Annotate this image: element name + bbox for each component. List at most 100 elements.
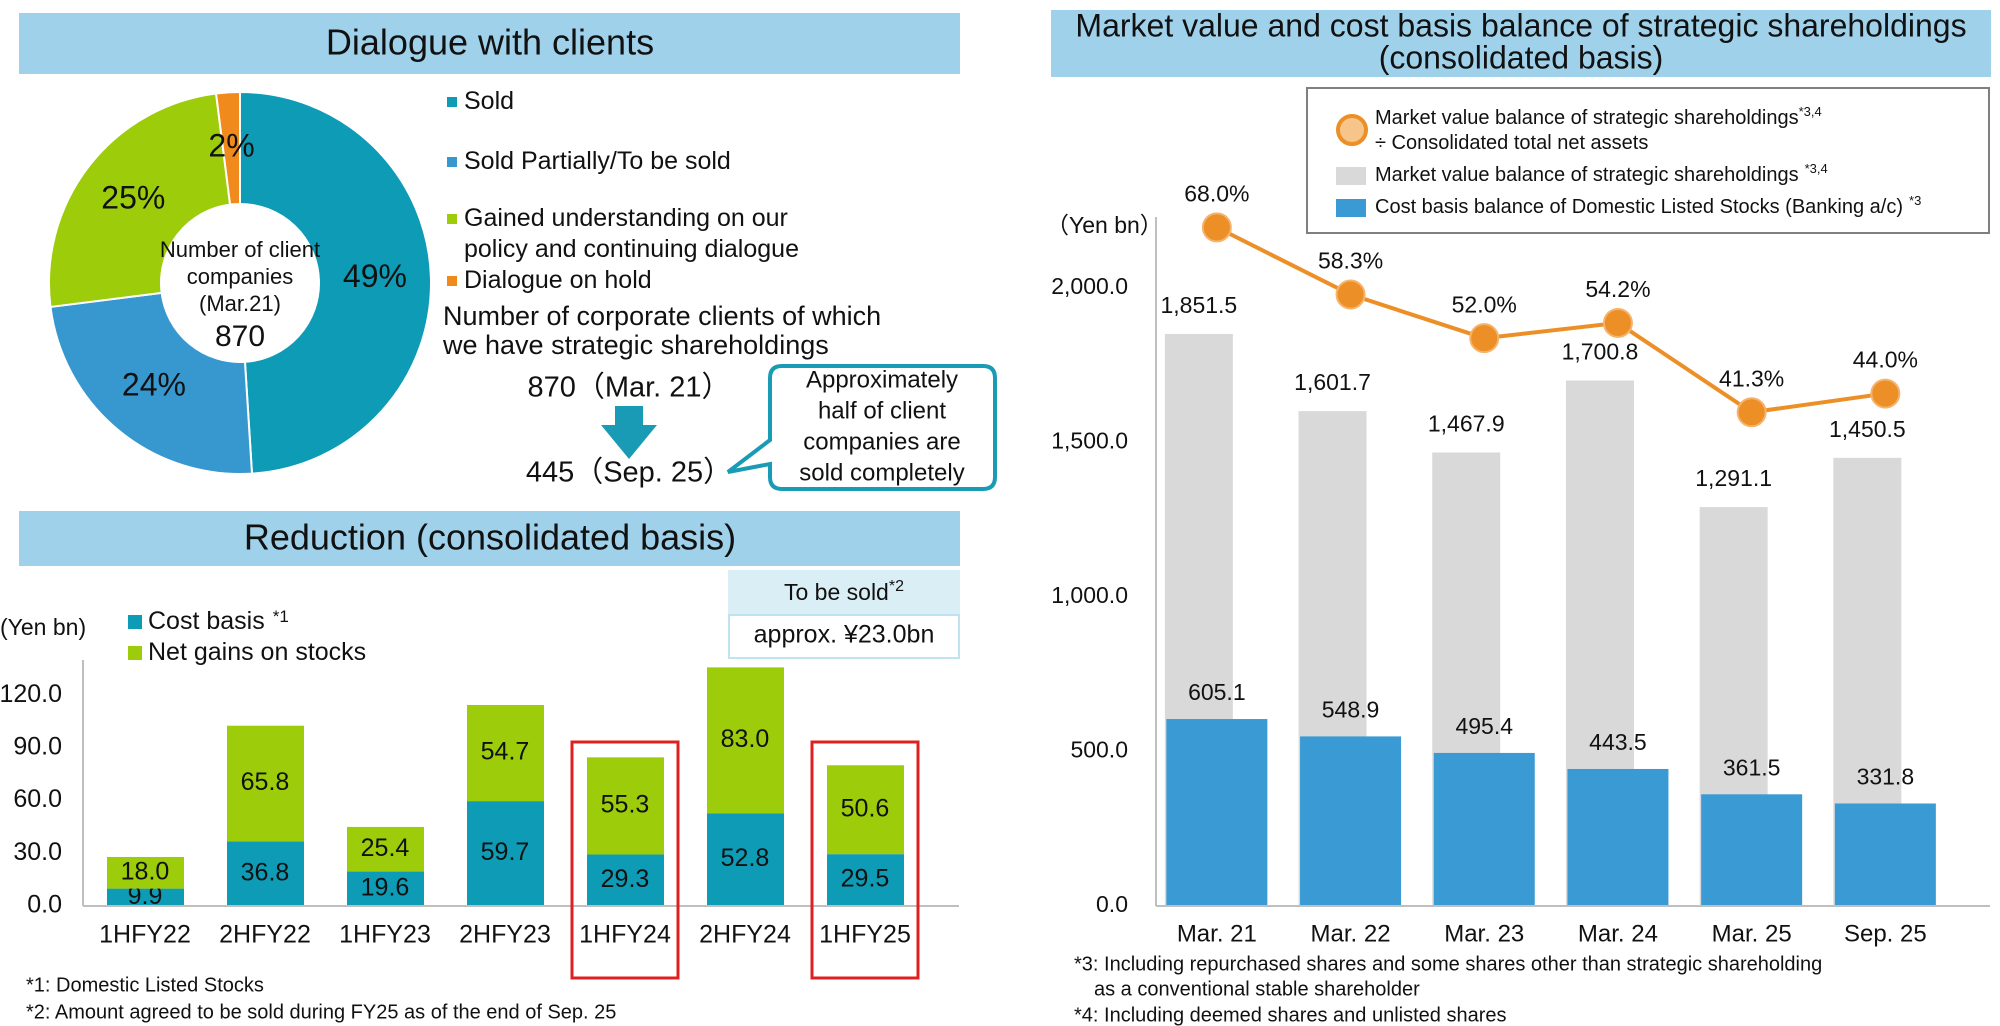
- slice-label: 49%: [343, 258, 407, 294]
- legend-label: Cost basis *1: [148, 607, 289, 635]
- line-label: 54.2%: [1585, 276, 1650, 302]
- footnote: *3: Including repurchased shares and som…: [1074, 953, 1822, 975]
- bar-label: 55.3: [601, 791, 650, 819]
- bar-segment: [827, 854, 904, 906]
- box-value: approx. ¥23.0bn: [754, 621, 935, 649]
- x-tick-label: 2HFY23: [459, 921, 551, 949]
- footnote: *2: Amount agreed to be sold during FY25…: [26, 1001, 616, 1023]
- legend-note: *3,4: [1805, 161, 1828, 176]
- bar-segment: [467, 704, 544, 802]
- y-tick-label: 90.0: [13, 732, 62, 760]
- bar-label: 495.4: [1455, 713, 1513, 739]
- bar-segment: [107, 856, 184, 889]
- line-label: 58.3%: [1318, 248, 1383, 274]
- bar-label: 52.8: [721, 844, 770, 872]
- line-marker: [1335, 279, 1366, 310]
- bar: [1701, 794, 1803, 906]
- bar: [1567, 768, 1669, 906]
- x-tick-label: 2HFY22: [219, 921, 311, 949]
- legend-name: Net gains on stocks: [148, 638, 366, 666]
- slice-label: 2%: [208, 128, 254, 164]
- chart-title: Reduction (consolidated basis): [244, 517, 736, 558]
- bar-segment: [347, 871, 424, 906]
- line-label: 52.0%: [1452, 291, 1517, 317]
- donut-segment: [48, 92, 232, 309]
- legend-label: Market value balance of strategic shareh…: [1375, 104, 1822, 154]
- center-value: 870: [215, 320, 265, 353]
- box-note: *2: [889, 578, 904, 595]
- chart-title: Dialogue with clients: [326, 22, 654, 63]
- y-tick-label: 1,000.0: [1051, 582, 1128, 608]
- donut-segment: [49, 291, 254, 475]
- line-marker: [1736, 397, 1767, 428]
- footnote: as a conventional stable shareholder: [1094, 978, 1420, 1000]
- bar-segment: [467, 801, 544, 906]
- x-tick-label: 1HFY25: [819, 921, 911, 949]
- bar-label: 65.8: [241, 768, 290, 796]
- chart-title: (consolidated basis): [1379, 39, 1664, 75]
- chart-title: Market value and cost basis balance of s…: [1075, 7, 1966, 43]
- bar-label: 19.6: [361, 873, 410, 901]
- legend-label: Cost basis balance of Domestic Listed St…: [1375, 193, 1921, 218]
- legend-label: Gained understanding on our policy and c…: [464, 204, 799, 263]
- bar-segment: [827, 765, 904, 855]
- legend-swatch: [1336, 199, 1366, 217]
- clients-to: 445（Sep. 25）: [526, 457, 732, 489]
- bar-label: 18.0: [121, 857, 170, 885]
- legend-swatch: [1336, 167, 1366, 185]
- footnote: *1: Domestic Listed Stocks: [26, 974, 264, 996]
- bar-label: 54.7: [481, 738, 530, 766]
- y-tick-label: 1,500.0: [1051, 428, 1128, 454]
- y-tick-label: 0.0: [1096, 891, 1128, 917]
- bar-label: 36.8: [241, 858, 290, 886]
- bar-segment: [587, 854, 664, 906]
- slice-label: 25%: [101, 180, 165, 216]
- line-marker: [1201, 212, 1232, 243]
- bar-segment: [227, 725, 304, 842]
- bar-label: 50.6: [841, 794, 890, 822]
- bar-label: 1,851.5: [1160, 292, 1237, 318]
- x-tick-label: Mar. 22: [1311, 920, 1391, 947]
- bar-segment: [707, 667, 784, 814]
- clients-from: 870（Mar. 21）: [527, 372, 730, 404]
- x-tick-label: Mar. 24: [1578, 920, 1658, 947]
- bar-label: 443.5: [1589, 729, 1647, 755]
- legend-note: *3,4: [1799, 104, 1822, 119]
- legend-box: [1306, 87, 1990, 234]
- x-tick-label: 1HFY22: [99, 921, 191, 949]
- bar-label: 59.7: [481, 838, 530, 866]
- bar: [1834, 803, 1936, 906]
- bar-label: 1,450.5: [1829, 416, 1906, 442]
- center-label: companies: [187, 264, 293, 289]
- bar-segment: [587, 757, 664, 855]
- bar-label: 1,291.1: [1695, 465, 1772, 491]
- legend-label: Net gains on stocks: [148, 638, 366, 666]
- y-tick-label: 120.0: [0, 680, 62, 708]
- box-title-text: To be sold: [784, 579, 889, 605]
- bar-label: 83.0: [721, 725, 770, 753]
- line-label: 41.3%: [1719, 365, 1784, 391]
- x-tick-label: 1HFY24: [579, 921, 671, 949]
- legend-name-cont: ÷ Consolidated total net assets: [1375, 132, 1648, 154]
- bar: [1166, 719, 1268, 906]
- legend-name: Market value balance of strategic shareh…: [1375, 107, 1799, 129]
- bar-label: 29.3: [601, 865, 650, 893]
- bar-segment: [707, 813, 784, 906]
- legend-note: *3: [1909, 193, 1921, 208]
- callout-text: half of client: [818, 397, 946, 424]
- legend-swatch: [128, 646, 142, 660]
- line-label: 44.0%: [1853, 347, 1918, 373]
- bar: [1433, 752, 1535, 906]
- slice-label: 24%: [122, 366, 186, 402]
- highlight-box: [570, 740, 680, 980]
- line-marker: [1469, 323, 1500, 354]
- y-tick-label: 60.0: [13, 785, 62, 813]
- bar-segment: [347, 826, 424, 872]
- legend-label: Dialogue on hold: [464, 266, 652, 294]
- legend-note: *1: [273, 607, 289, 626]
- bar-label: 548.9: [1322, 696, 1380, 722]
- callout-text: companies are: [803, 428, 960, 455]
- legend-name: Market value balance of strategic shareh…: [1375, 164, 1799, 186]
- footnote: *4: Including deemed shares and unlisted…: [1074, 1004, 1507, 1026]
